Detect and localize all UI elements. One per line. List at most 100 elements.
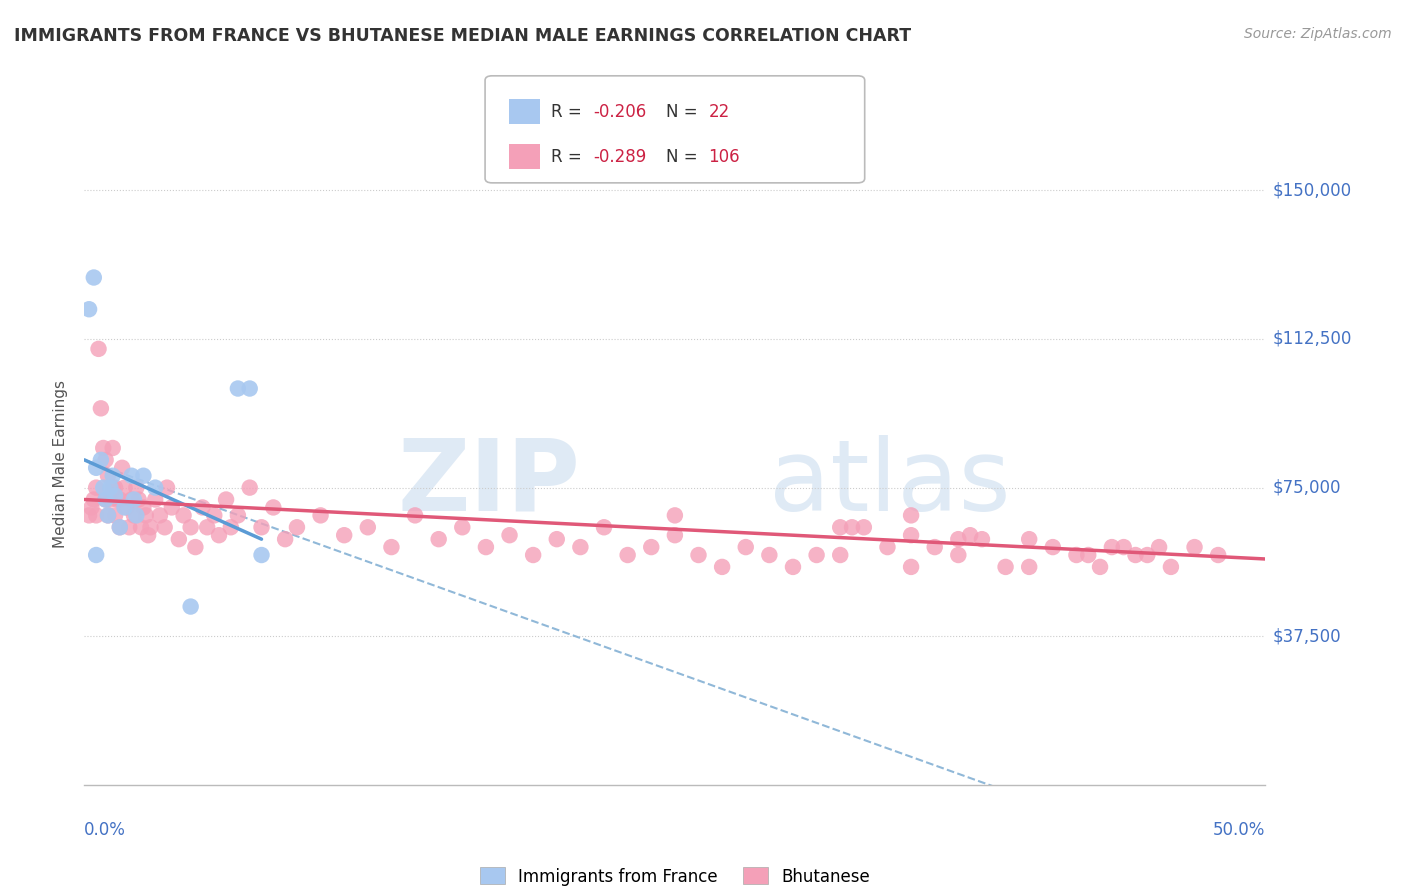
Point	[114, 500, 136, 515]
Point	[1160, 560, 1182, 574]
Point	[640, 540, 662, 554]
Point	[1147, 540, 1170, 554]
Point	[758, 548, 780, 562]
Point	[1077, 548, 1099, 562]
Point	[156, 481, 179, 495]
Text: ZIP: ZIP	[398, 434, 581, 532]
Legend: Immigrants from France, Bhutanese: Immigrants from France, Bhutanese	[474, 861, 876, 892]
Text: Source: ZipAtlas.com: Source: ZipAtlas.com	[1244, 27, 1392, 41]
Point	[84, 548, 107, 562]
Point	[91, 441, 114, 455]
Point	[994, 560, 1017, 574]
Point	[1206, 548, 1229, 562]
Point	[97, 508, 120, 523]
Text: 0.0%: 0.0%	[84, 821, 127, 838]
Point	[451, 520, 474, 534]
Point	[180, 599, 202, 614]
Point	[1112, 540, 1135, 554]
Point	[333, 528, 356, 542]
Point	[522, 548, 544, 562]
Point	[143, 492, 166, 507]
Point	[111, 460, 134, 475]
Point	[132, 500, 155, 515]
Point	[1184, 540, 1206, 554]
Point	[1136, 548, 1159, 562]
Point	[108, 520, 131, 534]
Text: $112,500: $112,500	[1272, 330, 1351, 348]
Point	[191, 500, 214, 515]
Text: $37,500: $37,500	[1272, 627, 1341, 645]
Point	[948, 548, 970, 562]
Point	[101, 441, 124, 455]
Point	[262, 500, 284, 515]
Text: $150,000: $150,000	[1272, 181, 1351, 199]
Text: 50.0%: 50.0%	[1213, 821, 1265, 838]
Point	[77, 508, 100, 523]
Point	[101, 481, 124, 495]
Point	[688, 548, 710, 562]
Point	[97, 468, 120, 483]
Point	[1042, 540, 1064, 554]
Point	[250, 548, 273, 562]
Point	[94, 492, 117, 507]
Point	[959, 528, 981, 542]
Point	[87, 342, 110, 356]
Text: 106: 106	[709, 148, 740, 166]
Point	[180, 520, 202, 534]
Point	[806, 548, 828, 562]
Point	[380, 540, 402, 554]
Point	[900, 508, 922, 523]
Point	[239, 481, 262, 495]
Point	[118, 520, 141, 534]
Point	[208, 528, 231, 542]
Point	[427, 532, 450, 546]
Text: N =: N =	[666, 148, 703, 166]
Point	[215, 492, 238, 507]
Point	[184, 540, 207, 554]
Point	[1066, 548, 1088, 562]
Point	[143, 481, 166, 495]
Point	[309, 508, 332, 523]
Point	[226, 382, 249, 396]
Point	[404, 508, 426, 523]
Point	[121, 468, 143, 483]
Point	[94, 453, 117, 467]
Point	[1125, 548, 1147, 562]
Point	[924, 540, 946, 554]
Point	[108, 520, 131, 534]
Point	[250, 520, 273, 534]
Point	[498, 528, 520, 542]
Point	[160, 500, 183, 515]
Point	[129, 520, 152, 534]
Point	[830, 520, 852, 534]
Point	[83, 270, 105, 285]
Point	[970, 532, 993, 546]
Point	[94, 492, 117, 507]
Point	[104, 489, 127, 503]
Point	[616, 548, 638, 562]
Point	[90, 453, 112, 467]
Point	[173, 508, 195, 523]
Point	[108, 492, 131, 507]
Point	[122, 508, 145, 523]
Point	[664, 508, 686, 523]
Point	[135, 508, 157, 523]
Point	[841, 520, 863, 534]
Point	[91, 481, 114, 495]
Point	[900, 528, 922, 542]
Point	[948, 532, 970, 546]
Point	[84, 508, 107, 523]
Point	[711, 560, 734, 574]
Point	[83, 492, 105, 507]
Point	[132, 468, 155, 483]
Point	[128, 492, 150, 507]
Point	[98, 492, 121, 507]
Point	[77, 302, 100, 317]
Point	[114, 481, 136, 495]
Text: R =: R =	[551, 148, 588, 166]
Point	[202, 508, 225, 523]
Point	[1088, 560, 1111, 574]
Point	[97, 508, 120, 523]
Point	[1101, 540, 1123, 554]
Point	[830, 548, 852, 562]
